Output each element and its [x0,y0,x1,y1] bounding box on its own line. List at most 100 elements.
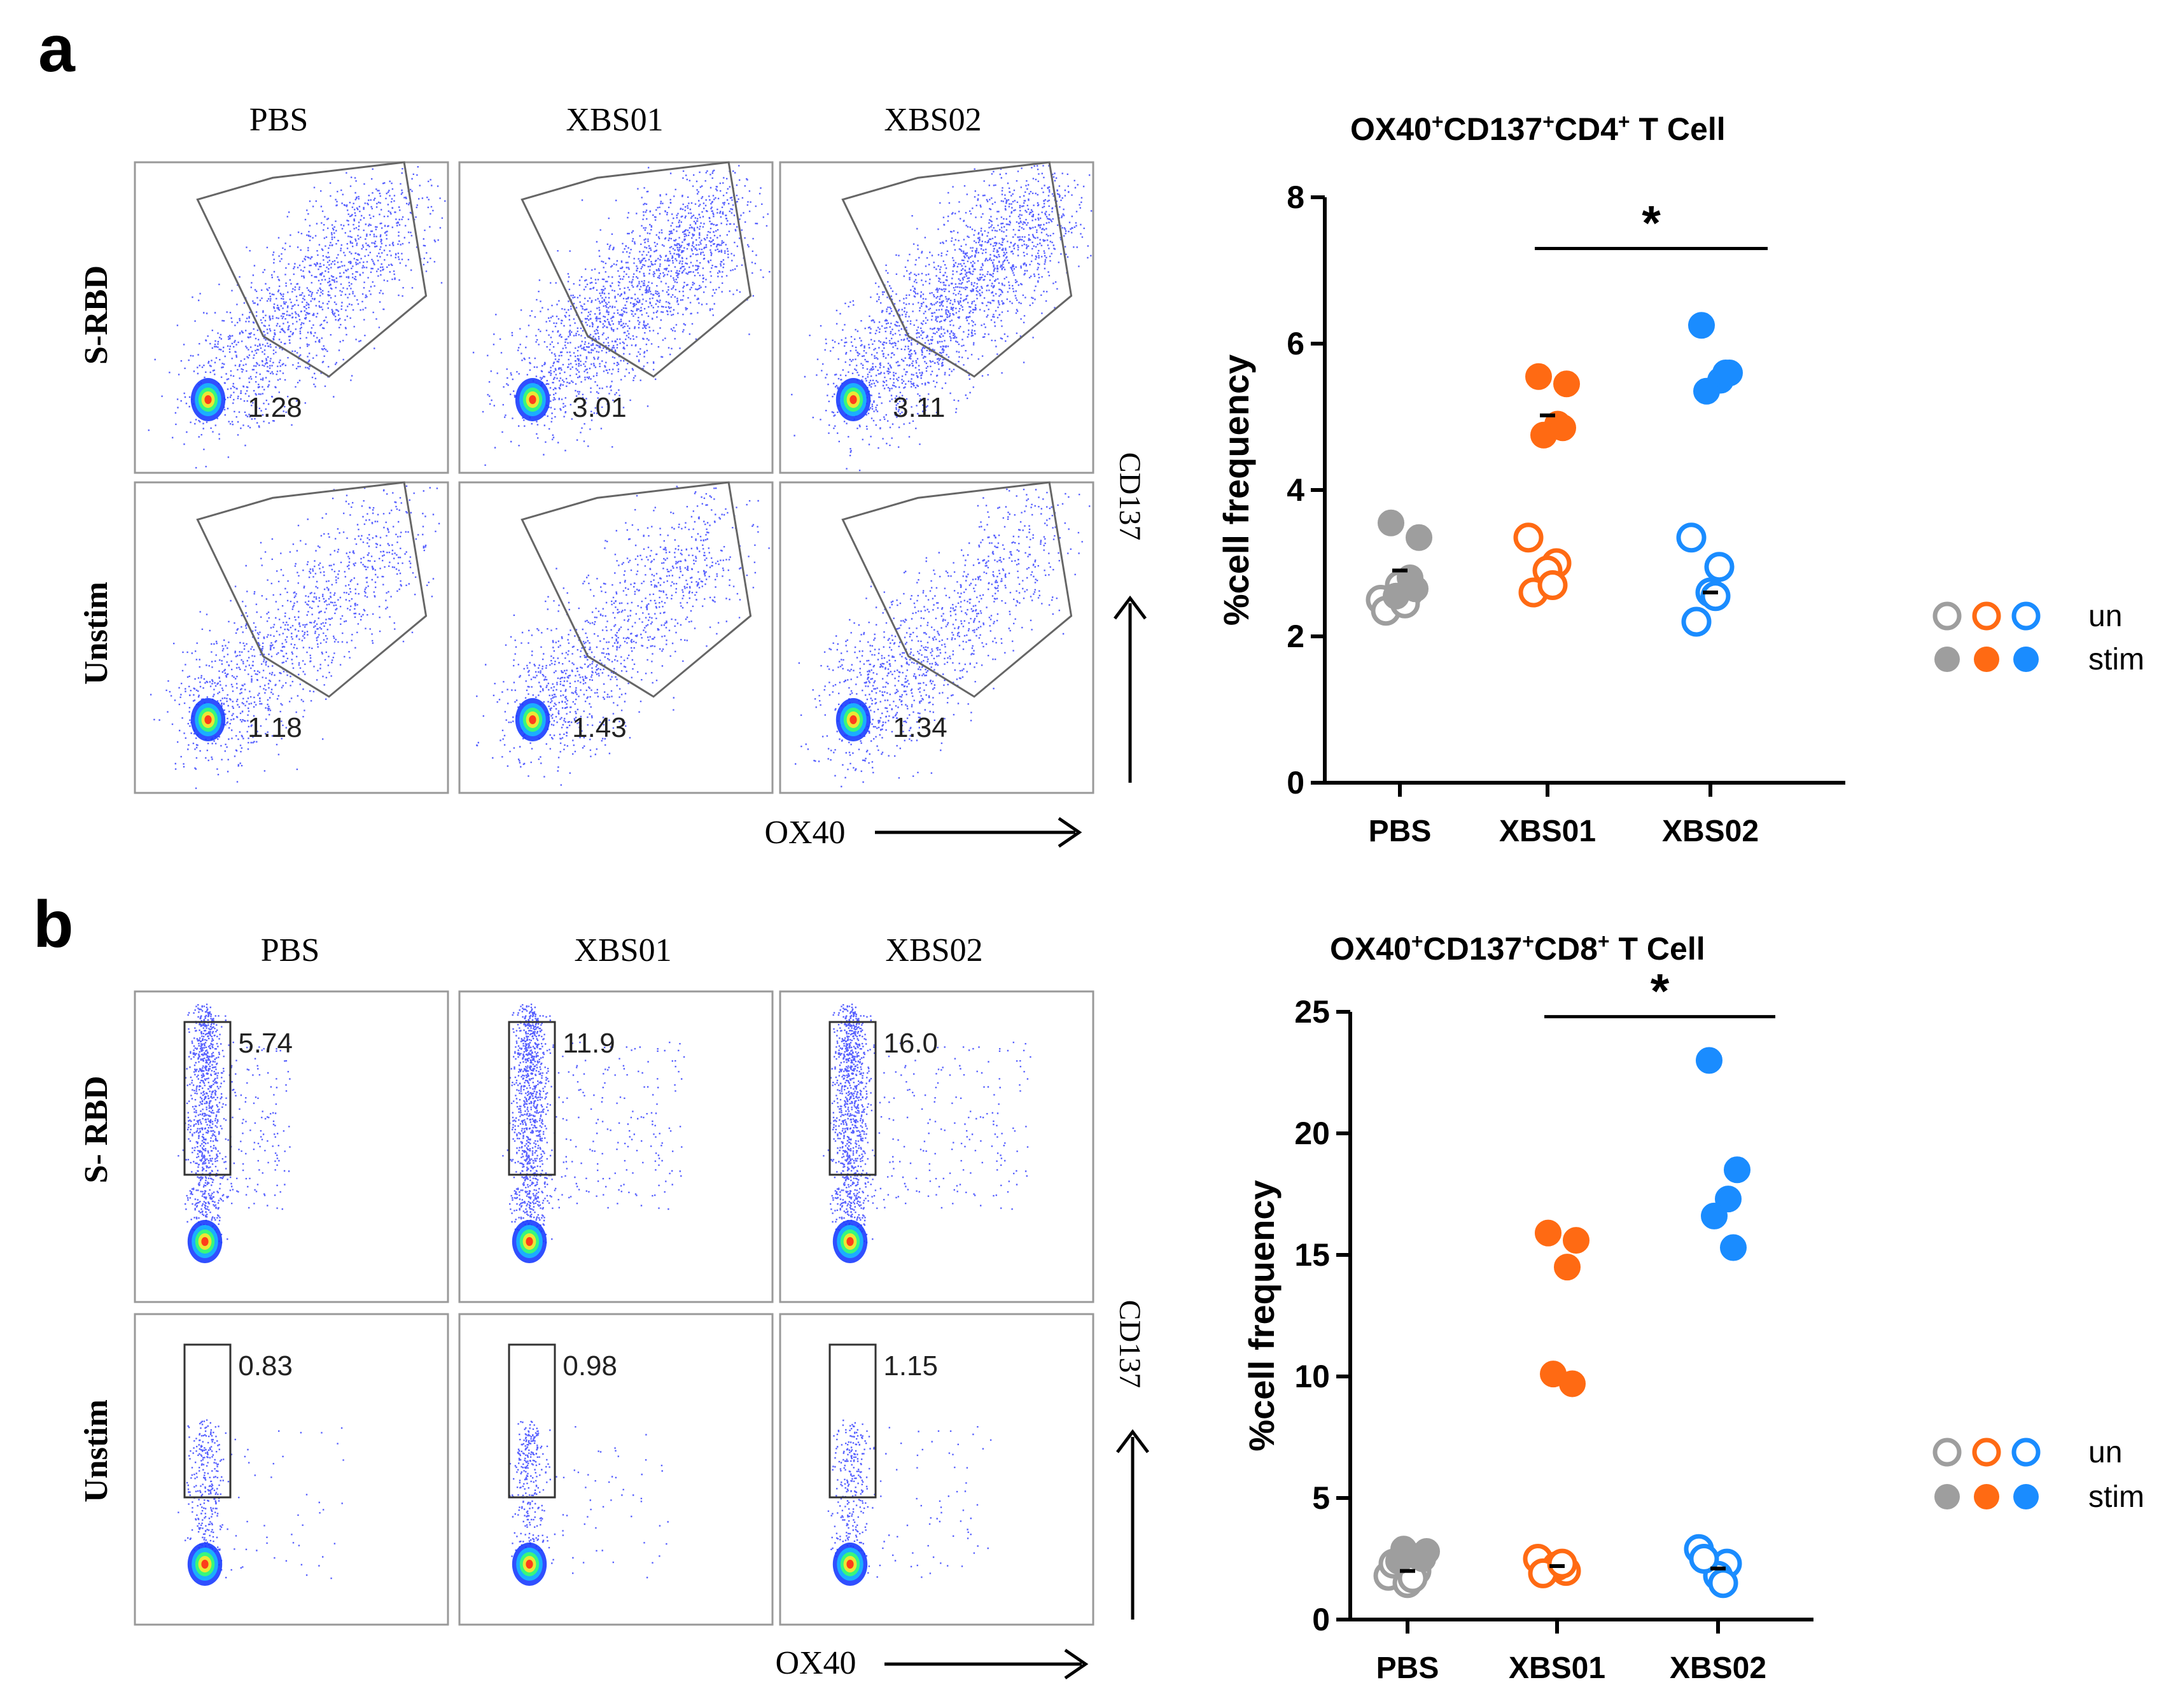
legend-un-label: un [2088,599,2122,633]
chart-title: OX40+CD137+CD8+ T Cell [1330,930,1705,967]
legend-un-marker [1972,1438,2001,1467]
legend-un-marker [1932,1438,1962,1467]
point-stim [1409,1545,1436,1572]
flow-plot-frame [134,1313,449,1626]
flow-plot: 11.9 [458,990,774,1303]
flow-events [178,1004,291,1247]
point-un [1708,1568,1738,1599]
point-stim [1553,370,1580,398]
x-tick-label: XBS02 [1662,815,1759,848]
gate-rectangle [828,1021,877,1176]
gate-polygon [841,481,1073,698]
point-stim [1701,1202,1728,1229]
scatter-chart-b: OX40+CD137+CD8+ T Cell 0 5 10 15 20 25 %cell fr… [1241,930,2144,1685]
panel-b-letter: b [33,888,74,962]
flow-grid-b: 5.74 11.9 16.0 0.83 0.98 1.15 [134,990,1094,1626]
flow-hotspot [512,1543,547,1586]
legend-stim-marker [2013,1484,2039,1509]
chart-title: OX40+CD137+CD4+ T Cell [1350,110,1726,147]
y-tick-label: 2 [1287,619,1304,654]
y-tick-label: 20 [1294,1116,1330,1151]
point-un [1547,1548,1577,1579]
significance-label: * [1651,965,1670,1019]
flow-hotspot [832,1220,868,1263]
legend-stim-marker [1974,647,1999,672]
flow-b-xaxis-label: OX40 [775,1645,856,1681]
y-tick-label: 4 [1287,472,1304,508]
legend-un-marker [1932,601,1962,631]
legend-stim-label: stim [2088,643,2144,676]
point-stim [1378,509,1404,536]
flow-plot-frame [779,1313,1094,1626]
y-axis-label: %cell frequency [1241,1180,1282,1451]
flow-hotspot [835,698,871,741]
flow-plot: 1.43 [458,481,774,794]
panel-a-letter: a [38,12,76,86]
point-un [1513,522,1544,553]
legend-stim-marker [1934,647,1960,672]
point-stim [1688,312,1715,339]
scatter-chart-a: OX40+CD137+CD4+ T Cell 0 2 4 6 8 %cell frequen… [1216,110,2144,848]
flow-gate-value: 3.01 [572,392,627,423]
legend-stim-marker [1934,1484,1960,1509]
flow-hotspot [190,698,226,741]
flow-a-xaxis-arrowhead [1058,816,1082,848]
x-tick-label: PBS [1376,1651,1439,1685]
flow-b-col-header: PBS [261,932,320,969]
flow-plot: 0.83 [134,1313,449,1626]
flow-plot: 3.11 [779,161,1094,474]
flow-plot: 3.01 [458,161,774,474]
legend: un stim [1932,1436,2144,1514]
x-tick-label: XBS01 [1509,1651,1605,1685]
point-stim [1563,1227,1590,1254]
flow-gate-value: 0.98 [562,1350,617,1382]
y-tick-label: 10 [1294,1359,1330,1394]
point-un [1676,522,1707,553]
flow-plot-frame [458,1313,774,1626]
point-stim [1724,1156,1750,1184]
flow-b-col-header: XBS01 [574,932,671,969]
x-tick-label: PBS [1369,815,1432,848]
point-stim [1712,360,1739,386]
legend: un stim [1932,599,2144,676]
flow-plot-frame [779,990,1094,1303]
flow-gate-value: 1.15 [883,1350,938,1382]
flow-plot: 0.98 [458,1313,774,1626]
legend-stim-label: stim [2088,1480,2144,1514]
point-stim [1559,1370,1586,1397]
flow-gate-value: 1.28 [248,392,302,423]
point-stim [1549,414,1576,442]
point-stim [1720,1234,1747,1261]
flow-hotspot [512,1220,547,1263]
point-stim [1406,524,1432,551]
legend-un-marker [1972,601,2001,631]
flow-gate-value: 11.9 [562,1028,615,1059]
flow-gate-value: 3.11 [893,392,945,423]
flow-gate-value: 0.83 [238,1350,293,1382]
gate-rectangle [508,1343,556,1499]
flow-plot-frame [134,161,449,474]
point-un [1704,552,1735,582]
gate-rectangle [183,1021,232,1176]
flow-hotspot [187,1220,223,1263]
flow-a-col-header: PBS [249,102,309,138]
flow-a-xaxis-label: OX40 [764,815,845,851]
flow-hotspot [515,698,550,741]
flow-plot: 5.74 [134,990,449,1303]
flow-b-yaxis-arrowhead [1116,1429,1149,1453]
point-stim [1402,575,1429,603]
flow-b-yaxis-label: CD137 [1113,1300,1147,1389]
flow-plot: 1.18 [134,481,449,794]
flow-plot: 1.15 [779,1313,1094,1626]
point-stim [1693,377,1720,405]
point-un [1689,1544,1719,1574]
y-tick-label: 0 [1312,1602,1330,1637]
x-tick-label: XBS01 [1499,815,1596,848]
point-stim [1525,363,1552,390]
y-tick-label: 8 [1287,179,1304,215]
flow-events [476,486,770,786]
flow-events [472,165,771,466]
flow-a-col-header: XBS01 [566,102,663,138]
flow-gate-value: 1.34 [893,712,947,743]
